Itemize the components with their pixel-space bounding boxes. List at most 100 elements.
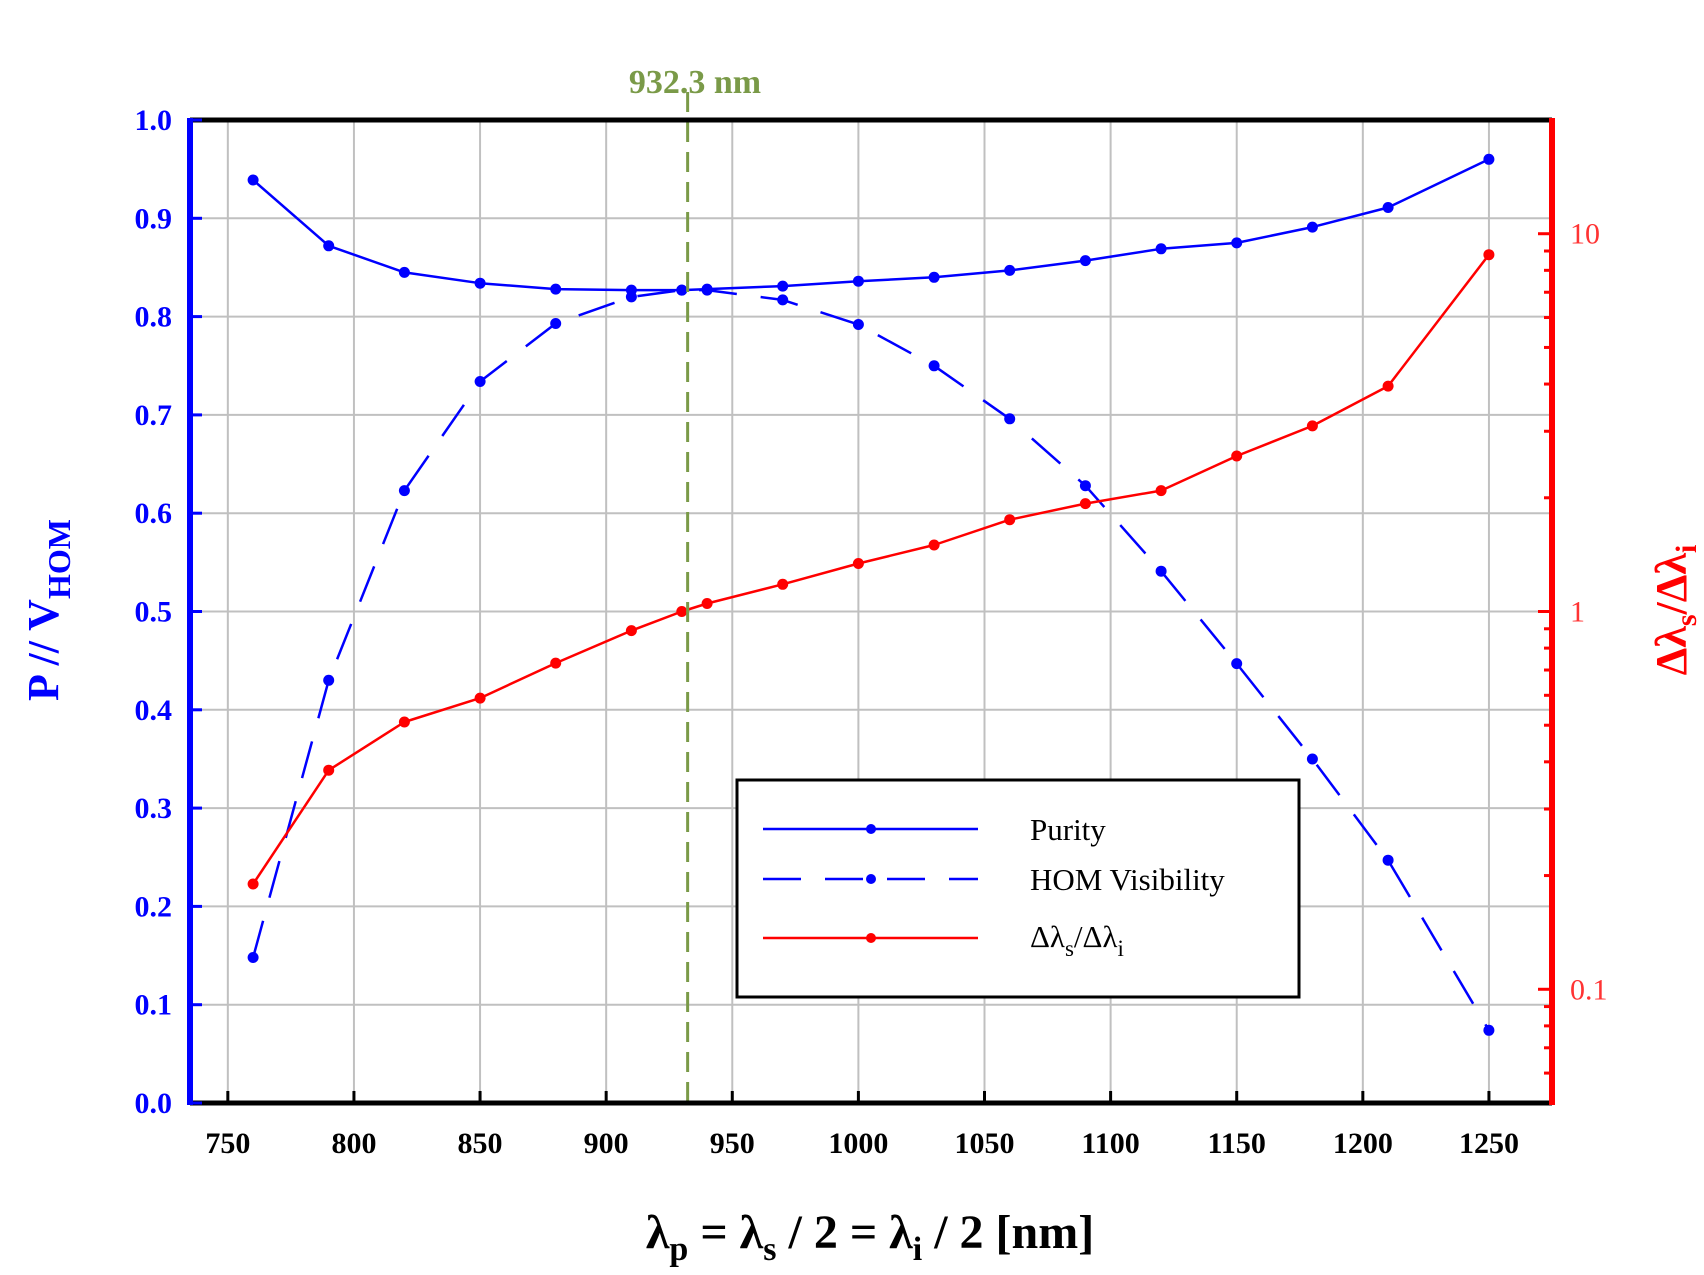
x-tick-label-1150: 1150	[1208, 1127, 1266, 1160]
series-1-point-16	[1382, 854, 1394, 866]
y-axis-right-label-sub2: i	[1670, 545, 1703, 553]
series-2-point-12	[1079, 498, 1091, 510]
x-axis-label-sub2: s	[763, 1231, 776, 1268]
y-left-tick-label-0.3: 0.3	[135, 792, 173, 825]
y-axis-right-label-part1: Δλ	[1647, 626, 1696, 676]
x-axis-label-part4: / 2 [nm]	[922, 1206, 1094, 1259]
y-left-tick-label-1: 1.0	[135, 104, 173, 137]
series-2-point-2	[398, 716, 410, 728]
x-tick-label-900: 900	[584, 1127, 629, 1160]
series-2-point-16	[1382, 380, 1394, 392]
series-1-point-13	[1155, 565, 1167, 577]
series-0-point-1	[323, 240, 335, 252]
y-right-tick-label-0.1: 0.1	[1570, 973, 1608, 1006]
x-tick-label-950: 950	[710, 1127, 755, 1160]
series-2-point-15	[1306, 420, 1318, 432]
series-2-point-8	[777, 578, 789, 590]
x-axis-label-part2: = λ	[688, 1206, 763, 1259]
y-right-tick-label-10: 10	[1570, 218, 1600, 251]
legend-purity-label: Purity	[1030, 812, 1106, 847]
series-line-1	[251, 288, 1490, 1031]
y-left-tick-label-0: 0.0	[135, 1087, 173, 1120]
series-1-point-1	[323, 674, 335, 686]
series-1-point-9	[852, 319, 864, 330]
x-axis-label-part3: / 2 = λ	[776, 1206, 913, 1259]
x-axis-label: λp = λs / 2 = λi / 2 [nm]	[646, 1206, 1094, 1268]
x-tick-label-1100: 1100	[1081, 1127, 1139, 1160]
series-0-point-3	[474, 277, 486, 289]
series-0-point-16	[1382, 202, 1394, 213]
series-0-point-12	[1079, 255, 1091, 267]
series-0-point-4	[550, 283, 562, 295]
series-1-point-0	[247, 952, 259, 963]
y-left-tick-label-0.2: 0.2	[135, 890, 173, 923]
axes-layer	[187, 117, 1555, 1106]
y-axis-right-label-sub1: s	[1670, 614, 1703, 626]
legend-hom-marker	[866, 874, 876, 884]
series-2-point-9	[852, 558, 864, 569]
series-0-point-0	[247, 174, 259, 186]
legend-ratio-label-sub2: i	[1118, 936, 1124, 961]
y-axis-right-label: Δλs/Δλi	[1647, 545, 1703, 676]
y-axis-left-label-main: P // V	[19, 599, 68, 701]
x-tick-label-1200: 1200	[1333, 1127, 1393, 1160]
y-left-tick-label-0.9: 0.9	[135, 202, 173, 235]
legend-ratio-label-part2: /Δλ	[1074, 919, 1118, 954]
series-2-point-14	[1231, 450, 1243, 462]
legend-ratio-marker	[866, 933, 876, 943]
series-1-point-14	[1231, 658, 1243, 670]
legend-ratio-label: Δλs/Δλi	[1030, 919, 1124, 961]
series-0-point-8	[777, 280, 789, 292]
series-0-point-13	[1155, 243, 1167, 255]
series-0-point-15	[1306, 221, 1318, 233]
series-1-point-2	[398, 485, 410, 497]
series-layer	[247, 153, 1495, 1036]
x-tick-label-800: 800	[331, 1127, 376, 1160]
series-2-point-5	[625, 625, 637, 637]
series-1-point-4	[550, 318, 562, 329]
series-1-point-3	[474, 376, 486, 387]
y-axis-left-label-sub: HOM	[41, 519, 77, 599]
series-2-point-4	[550, 657, 562, 669]
y-left-tick-label-0.6: 0.6	[135, 497, 173, 530]
series-1-point-10	[928, 360, 940, 372]
series-0-point-10	[928, 271, 940, 283]
y-left-tick-label-0.5: 0.5	[135, 596, 173, 629]
y-left-tick-label-0.1: 0.1	[135, 989, 173, 1022]
x-tick-label-1050: 1050	[955, 1127, 1015, 1160]
reference-line-label: 932.3 nm	[629, 64, 761, 101]
series-2-point-7	[701, 598, 713, 609]
series-2-point-3	[474, 692, 486, 704]
x-axis-label-sub1: p	[669, 1231, 688, 1268]
x-tick-label-1250: 1250	[1459, 1127, 1519, 1160]
legend-ratio-label-part1: Δλ	[1030, 919, 1065, 954]
series-line-2	[252, 253, 1490, 885]
legend: Purity HOM Visibility Δλs/Δλi	[735, 778, 1301, 999]
series-1-point-5	[625, 291, 637, 303]
series-2-point-10	[928, 539, 940, 551]
series-1-point-7	[701, 284, 713, 296]
series-1-point-8	[777, 294, 789, 306]
series-2-point-11	[1004, 514, 1016, 526]
series-1-point-12	[1079, 480, 1091, 492]
x-axis-label-sub3: i	[913, 1231, 922, 1268]
series-1-point-17	[1483, 1024, 1495, 1036]
legend-box	[735, 778, 1301, 999]
series-1-point-15	[1306, 753, 1318, 765]
series-2-point-6	[676, 606, 688, 617]
x-axis-label-part1: λ	[646, 1206, 670, 1259]
series-0-point-2	[398, 266, 410, 278]
x-tick-label-750: 750	[205, 1127, 250, 1160]
y-right-tick-label-1: 1	[1570, 596, 1585, 629]
series-0-point-17	[1483, 153, 1495, 165]
series-2-point-0	[247, 878, 259, 890]
legend-ratio-label-sub1: s	[1065, 936, 1074, 961]
x-tick-label-850: 850	[458, 1127, 503, 1160]
series-1-point-11	[1004, 413, 1016, 425]
legend-hom-label: HOM Visibility	[1030, 862, 1225, 897]
series-0-point-9	[852, 275, 864, 287]
y-left-tick-label-0.7: 0.7	[135, 399, 173, 432]
series-line-0	[252, 158, 1490, 292]
